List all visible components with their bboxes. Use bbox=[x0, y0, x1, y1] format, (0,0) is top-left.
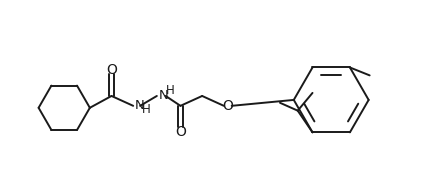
Text: H: H bbox=[142, 103, 151, 116]
Text: H: H bbox=[166, 83, 174, 97]
Text: O: O bbox=[106, 63, 117, 77]
Text: O: O bbox=[222, 99, 233, 113]
Text: O: O bbox=[175, 125, 186, 139]
Text: N: N bbox=[159, 89, 169, 102]
Text: N: N bbox=[135, 99, 145, 112]
